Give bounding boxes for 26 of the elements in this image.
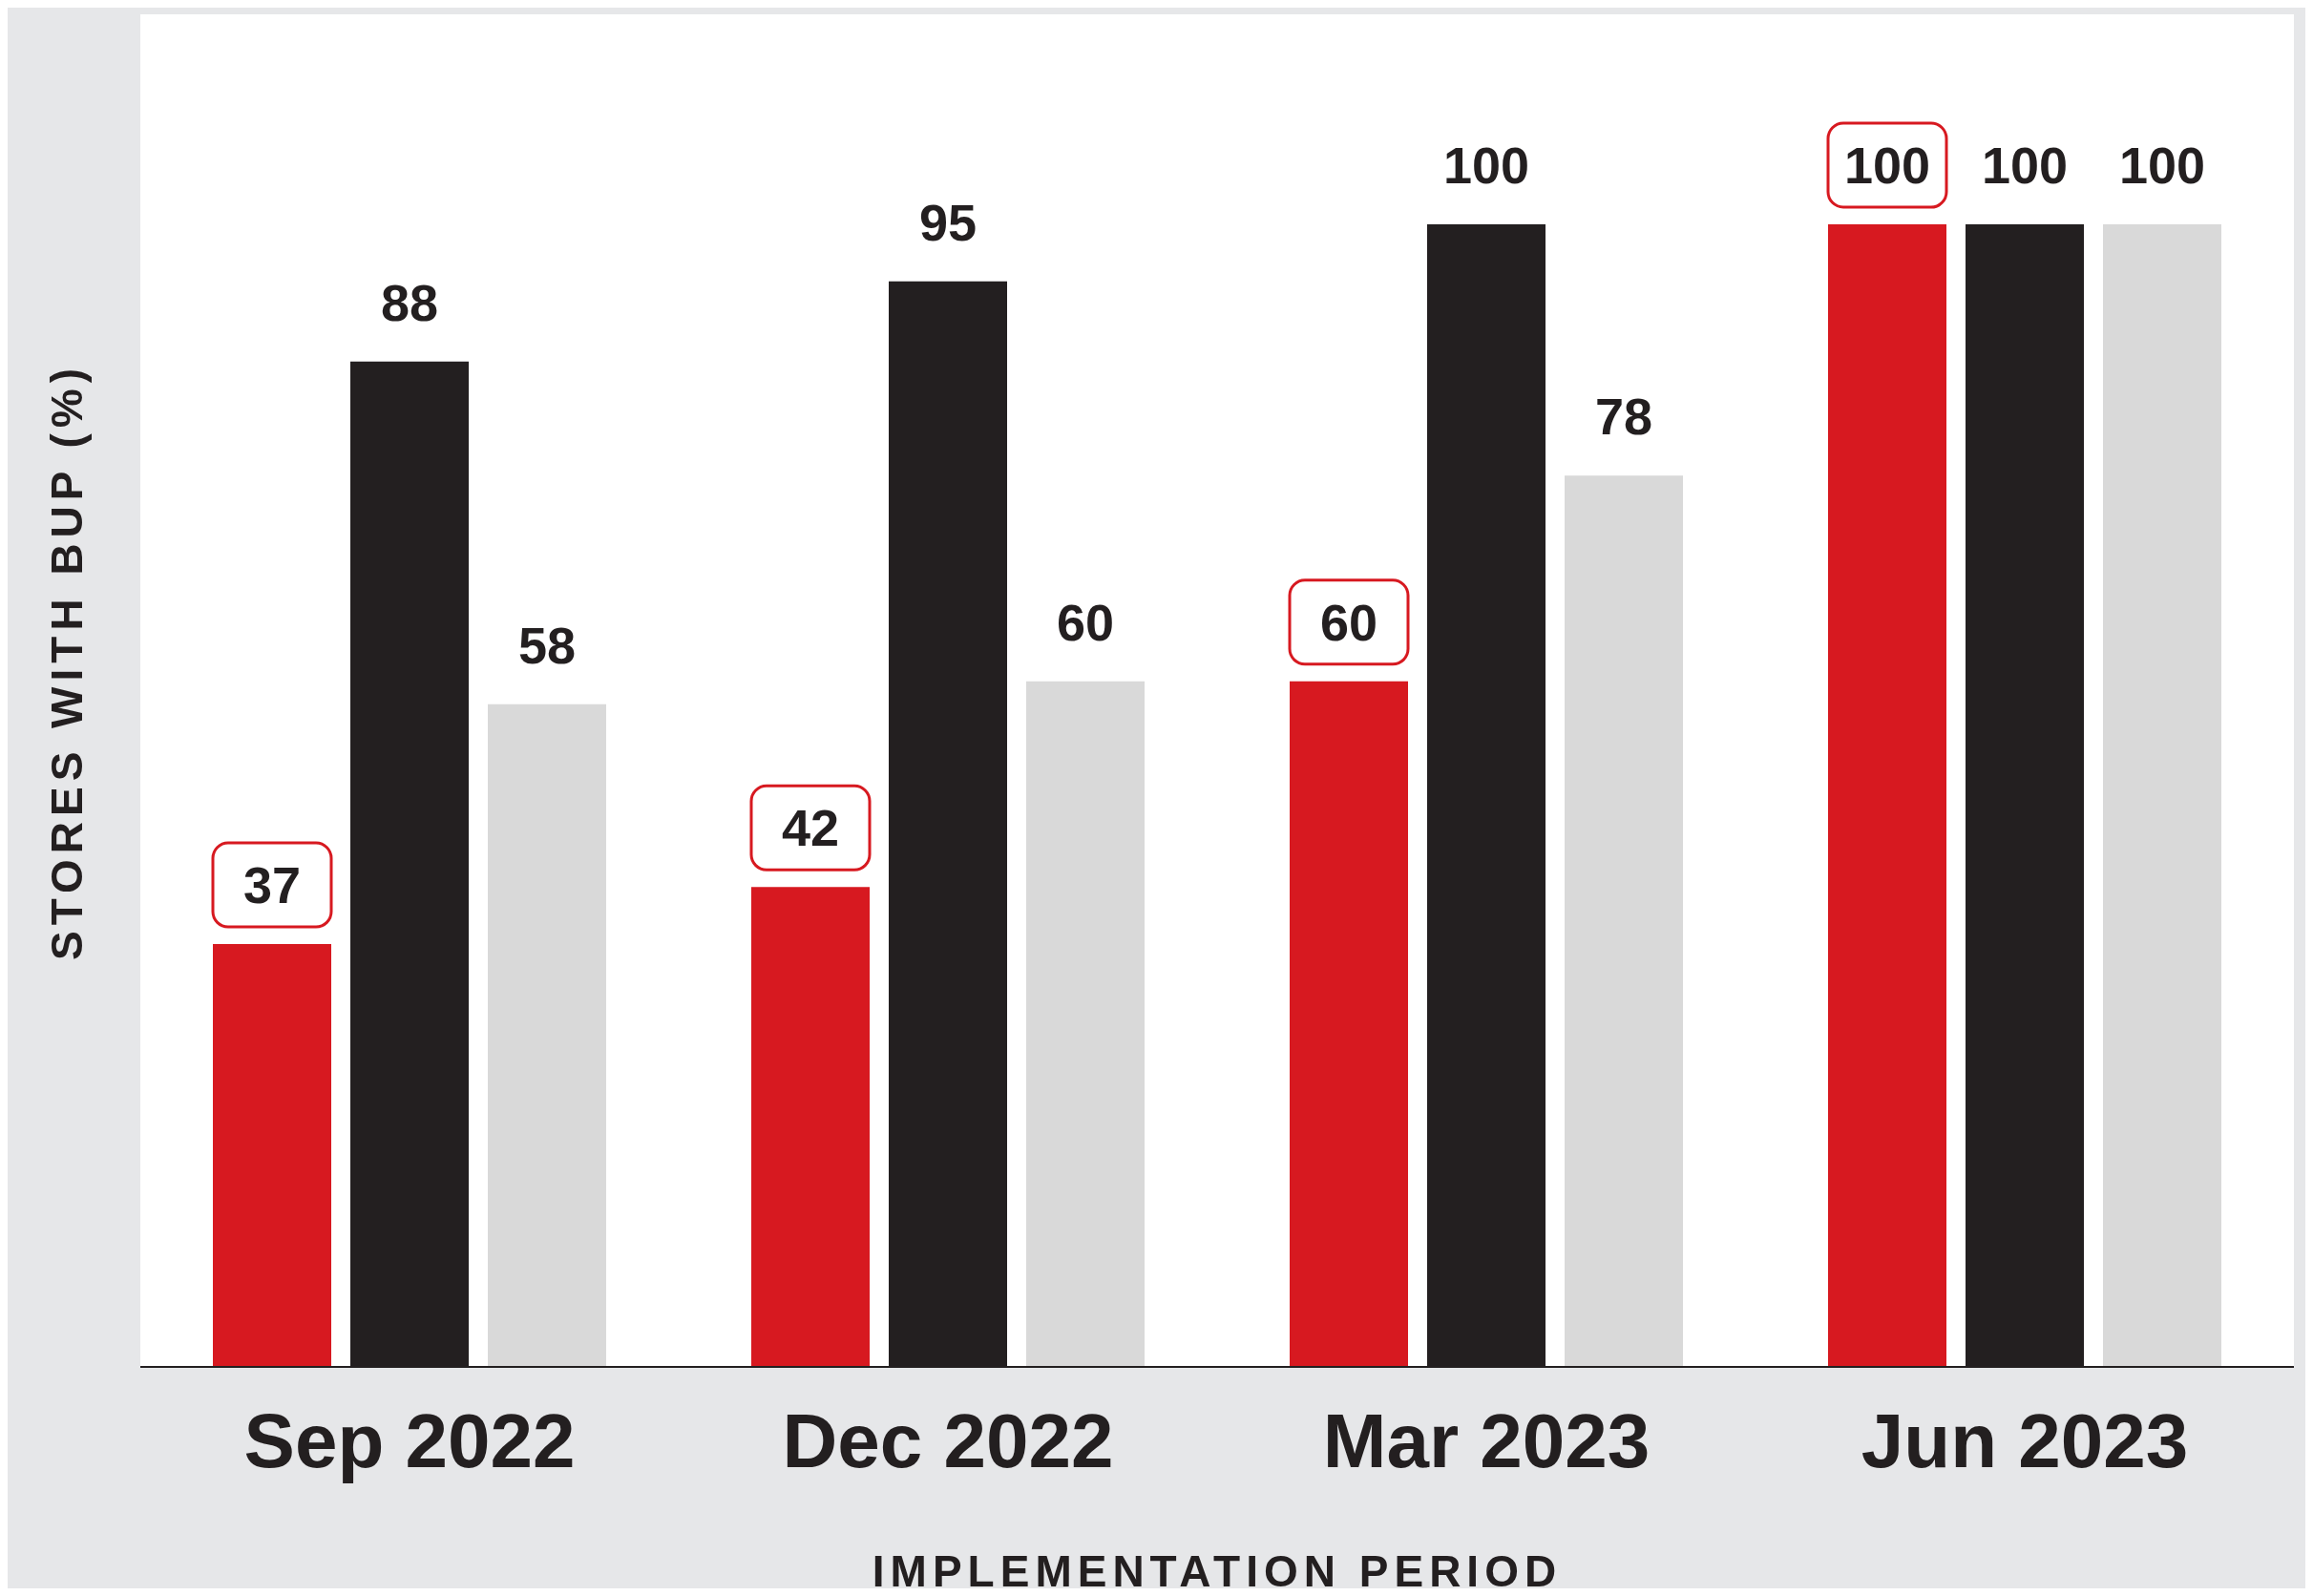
data-label: 37 [242,856,302,914]
bar [1026,681,1145,1367]
bar [213,944,331,1367]
data-label: 60 [1056,593,1115,651]
bar [751,887,870,1367]
bar [1828,224,1946,1367]
x-tick-label: Dec 2022 [782,1397,1114,1483]
bar [488,704,606,1367]
bar [1565,475,1683,1367]
data-label: 100 [1442,136,1530,194]
y-axis-title: STORES WITH BUP (%) [41,363,93,960]
x-tick-label: Jun 2023 [1861,1397,2189,1483]
x-tick-label: Sep 2022 [243,1397,576,1483]
data-label: 78 [1594,388,1653,446]
data-label: 42 [781,799,840,857]
data-label: 100 [1843,136,1931,194]
bar [2103,224,2221,1367]
data-label: 60 [1319,593,1378,651]
x-tick-label: Mar 2023 [1322,1397,1651,1483]
data-label: 95 [918,193,978,251]
x-axis-title: IMPLEMENTATION PERIOD [872,1546,1563,1596]
data-label: 100 [1981,136,2069,194]
data-label: 100 [2118,136,2206,194]
data-label: 58 [517,616,577,674]
bar [1290,681,1408,1367]
data-label: 88 [380,273,439,331]
